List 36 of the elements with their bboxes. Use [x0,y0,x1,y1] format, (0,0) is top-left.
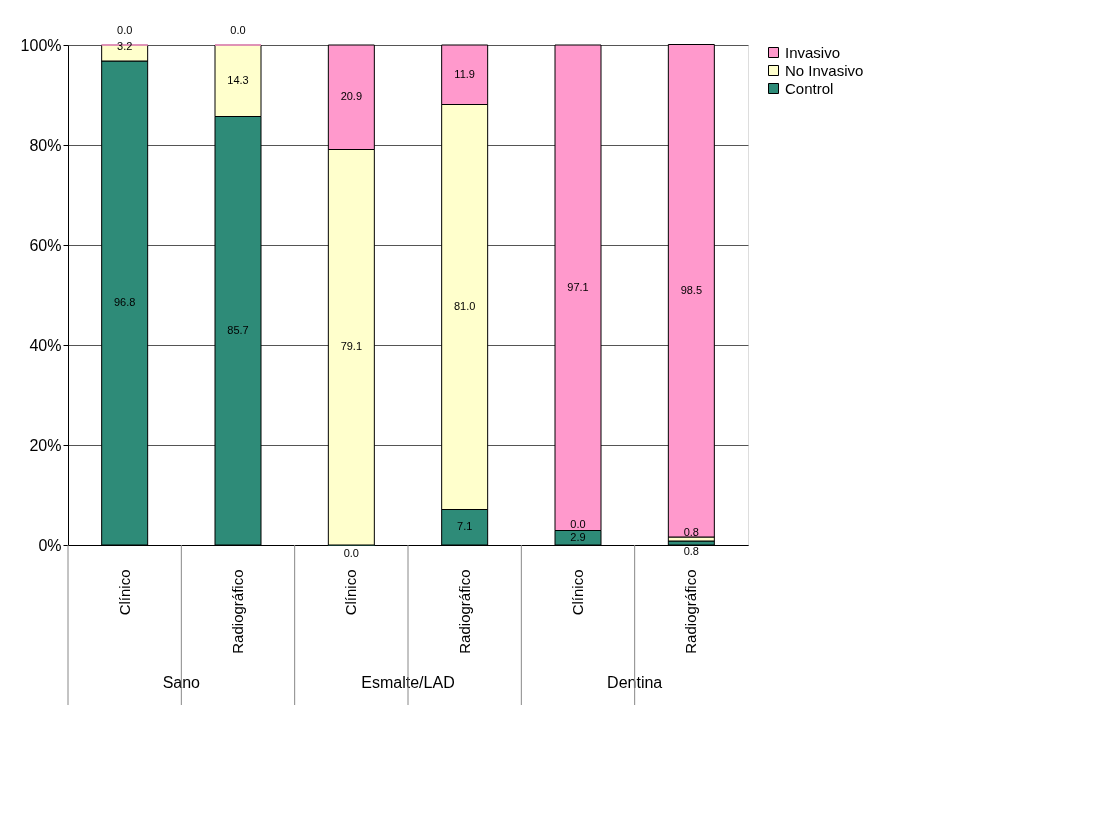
y-tick-label: 40% [29,336,62,354]
data-label: 81.0 [453,300,476,312]
data-label: 7.1 [457,520,473,533]
data-label: 3.2 [117,40,133,52]
data-label: 0.8 [683,526,699,538]
data-label: 0.0 [117,24,133,36]
data-label: 20.9 [340,90,363,103]
x-tick-label: Radiográfico [682,569,700,654]
data-label: 14.3 [227,73,249,86]
data-label: 97.1 [567,280,589,293]
text: Sano [162,674,201,691]
data-label: 0.0 [343,547,359,559]
data-label: 79.1 [340,340,363,353]
x-tick-label: Radiográfico [455,569,473,654]
data-label: 85.7 [227,323,249,336]
y-tick-label: 80% [29,136,62,154]
x-tick-label: Clínico [342,569,360,616]
legend-label: Control [785,79,834,97]
data-label: 0.0 [230,24,246,36]
data-label: 96.8 [113,296,136,308]
y-tick-label: 20% [29,436,62,454]
data-label: 11.9 [454,67,475,80]
x-tick-label: Clínico [569,569,586,616]
text: Dentina [607,674,663,691]
legend-label: Invasivo [785,43,841,61]
x-tick-label: Radiográfico [229,569,246,654]
y-tick-label: 0% [38,536,62,554]
legend-label: No Invasivo [785,61,864,79]
data-label: 0.0 [570,517,586,530]
x-tick-label: Clínico [115,569,133,616]
data-label: 2.9 [570,530,586,543]
data-label: 98.5 [680,283,703,296]
data-label: 0.8 [683,545,699,557]
y-tick-label: 60% [29,236,62,254]
y-tick-label: 100% [20,36,62,54]
text: Esmalte/LAD [361,674,455,691]
